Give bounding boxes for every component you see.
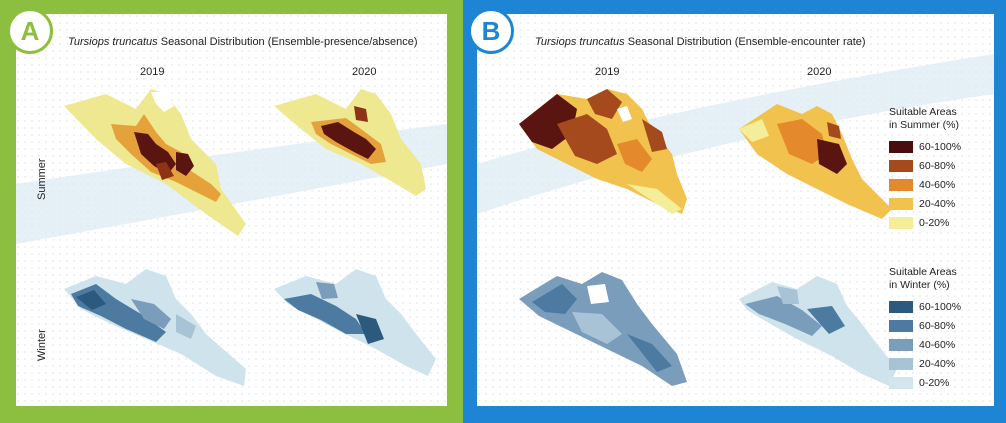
legend-summer-swatch <box>889 197 913 210</box>
legend-winter-label: 40-60% <box>919 338 956 351</box>
legend-summer-item: 0-20% <box>889 213 961 232</box>
legend-summer-title: Suitable Areas in Summer (%) <box>889 106 961 132</box>
legend-summer-swatch <box>889 159 913 172</box>
legend-winter-item: 40-60% <box>889 335 961 354</box>
legend-title-line1: Suitable Areas <box>889 106 957 118</box>
panel-b-title: Tursiops truncatus Seasonal Distribution… <box>535 36 866 48</box>
legend-summer-items: 60-100% 60-80% 40-60% 20-40% 0-20% <box>889 137 961 232</box>
year-label-2019: 2019 <box>140 66 165 78</box>
map-winter-2020-b <box>739 276 897 386</box>
legend-winter: Suitable Areas in Winter (%) 60-100% 60-8… <box>889 266 961 392</box>
panel-b-maps <box>477 14 994 406</box>
legend-winter-label: 0-20% <box>919 376 950 389</box>
species-name: Tursiops truncatus <box>535 36 625 48</box>
panel-a-content: Tursiops truncatus Seasonal Distribution… <box>16 14 447 406</box>
legend-winter-swatch <box>889 338 913 351</box>
species-name: Tursiops truncatus <box>68 36 158 48</box>
map-winter-2019-b <box>519 272 687 386</box>
year-label-2020: 2020 <box>807 66 832 78</box>
panel-b: Tursiops truncatus Seasonal Distribution… <box>463 0 1006 423</box>
year-label-2020: 2020 <box>352 66 377 78</box>
legend-winter-label: 20-40% <box>919 357 956 370</box>
legend-summer-label: 20-40% <box>919 197 956 210</box>
row-label-summer: Summer <box>36 158 48 200</box>
legend-summer-label: 60-80% <box>919 159 956 172</box>
legend-winter-items: 60-100% 60-80% 40-60% 20-40% 0-20% <box>889 297 961 392</box>
map-summer-2019 <box>64 89 246 236</box>
legend-summer-swatch <box>889 178 913 191</box>
legend-summer: Suitable Areas in Summer (%) 60-100% 60-8… <box>889 106 961 232</box>
legend-title-line2: in Winter (%) <box>889 279 950 291</box>
legend-summer-item: 40-60% <box>889 175 961 194</box>
legend-winter-swatch <box>889 319 913 332</box>
panel-b-badge: B <box>468 8 514 54</box>
map-winter-2019 <box>64 269 246 386</box>
legend-winter-item: 60-100% <box>889 297 961 316</box>
legend-summer-item: 60-100% <box>889 137 961 156</box>
year-label-2019: 2019 <box>595 66 620 78</box>
legend-winter-swatch <box>889 376 913 389</box>
map-summer-2019-b <box>519 89 687 214</box>
panel-a-badge: A <box>7 8 53 54</box>
map-winter-2020 <box>274 269 436 376</box>
row-label-winter: Winter <box>36 329 48 361</box>
title-text: Seasonal Distribution (Ensemble-encounte… <box>624 36 866 48</box>
legend-summer-label: 60-100% <box>919 140 962 153</box>
legend-summer-item: 20-40% <box>889 194 961 213</box>
panel-a: Tursiops truncatus Seasonal Distribution… <box>0 0 463 423</box>
legend-winter-label: 60-80% <box>919 319 956 332</box>
title-text: Seasonal Distribution (Ensemble-presence… <box>157 36 418 48</box>
legend-winter-item: 0-20% <box>889 373 961 392</box>
legend-summer-label: 0-20% <box>919 216 950 229</box>
legend-winter-swatch <box>889 357 913 370</box>
panel-a-maps <box>16 14 447 406</box>
legend-title-line2: in Summer (%) <box>889 119 960 131</box>
legend-winter-label: 60-100% <box>919 300 962 313</box>
legend-summer-label: 40-60% <box>919 178 956 191</box>
legend-winter-swatch <box>889 300 913 313</box>
map-summer-2020 <box>274 89 426 196</box>
map-summer-2020-b <box>739 104 892 219</box>
legend-title-line1: Suitable Areas <box>889 266 957 278</box>
legend-winter-item: 60-80% <box>889 316 961 335</box>
legend-winter-item: 20-40% <box>889 354 961 373</box>
panel-a-title: Tursiops truncatus Seasonal Distribution… <box>68 36 418 48</box>
panel-b-content: Tursiops truncatus Seasonal Distribution… <box>477 14 994 406</box>
legend-summer-swatch <box>889 140 913 153</box>
legend-summer-swatch <box>889 216 913 229</box>
legend-winter-title: Suitable Areas in Winter (%) <box>889 266 961 292</box>
legend-summer-item: 60-80% <box>889 156 961 175</box>
